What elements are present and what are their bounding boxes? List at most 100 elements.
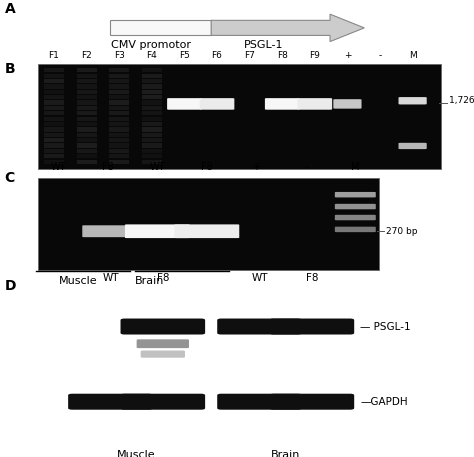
FancyBboxPatch shape (399, 143, 427, 149)
FancyBboxPatch shape (44, 85, 64, 89)
FancyBboxPatch shape (109, 117, 129, 121)
FancyBboxPatch shape (142, 122, 162, 126)
FancyBboxPatch shape (142, 159, 162, 164)
Text: Brain: Brain (271, 450, 301, 457)
FancyBboxPatch shape (44, 128, 64, 132)
FancyBboxPatch shape (109, 111, 129, 116)
FancyBboxPatch shape (77, 111, 97, 116)
FancyBboxPatch shape (44, 79, 64, 83)
FancyBboxPatch shape (270, 319, 354, 335)
FancyBboxPatch shape (120, 394, 205, 410)
Text: M: M (409, 51, 417, 60)
Text: PSGL-1: PSGL-1 (244, 40, 283, 50)
FancyBboxPatch shape (109, 101, 129, 105)
FancyBboxPatch shape (200, 98, 234, 110)
FancyBboxPatch shape (109, 138, 129, 142)
FancyBboxPatch shape (38, 178, 379, 270)
FancyBboxPatch shape (77, 159, 97, 164)
FancyBboxPatch shape (44, 149, 64, 153)
FancyBboxPatch shape (77, 143, 97, 148)
FancyBboxPatch shape (77, 85, 97, 89)
FancyBboxPatch shape (109, 149, 129, 153)
FancyBboxPatch shape (174, 224, 239, 238)
FancyBboxPatch shape (109, 90, 129, 94)
Text: CMV promotor: CMV promotor (111, 40, 191, 50)
FancyBboxPatch shape (142, 133, 162, 137)
FancyBboxPatch shape (109, 133, 129, 137)
FancyBboxPatch shape (335, 215, 376, 220)
Text: F8: F8 (277, 51, 288, 60)
Text: +: + (252, 162, 260, 172)
FancyBboxPatch shape (270, 394, 354, 410)
FancyBboxPatch shape (109, 74, 129, 78)
FancyArrow shape (110, 20, 211, 36)
Text: — PSGL-1: — PSGL-1 (360, 322, 411, 331)
Text: Brain: Brain (135, 276, 164, 287)
Text: F8: F8 (306, 273, 318, 283)
FancyBboxPatch shape (137, 339, 189, 348)
FancyBboxPatch shape (44, 138, 64, 142)
FancyBboxPatch shape (109, 128, 129, 132)
FancyBboxPatch shape (109, 79, 129, 83)
FancyBboxPatch shape (142, 85, 162, 89)
Text: Muscle: Muscle (59, 276, 98, 287)
FancyBboxPatch shape (77, 154, 97, 159)
FancyBboxPatch shape (142, 154, 162, 159)
FancyBboxPatch shape (142, 79, 162, 83)
FancyBboxPatch shape (44, 111, 64, 116)
Text: WT: WT (51, 162, 66, 172)
FancyBboxPatch shape (298, 98, 332, 110)
Text: 270 bp: 270 bp (386, 227, 418, 236)
FancyBboxPatch shape (109, 95, 129, 99)
Text: Muscle: Muscle (118, 450, 156, 457)
FancyBboxPatch shape (142, 143, 162, 148)
FancyBboxPatch shape (44, 95, 64, 99)
FancyBboxPatch shape (77, 68, 97, 72)
FancyBboxPatch shape (335, 192, 376, 197)
Text: F5: F5 (179, 51, 190, 60)
Text: WT: WT (251, 273, 268, 283)
FancyBboxPatch shape (68, 394, 153, 410)
Text: +: + (344, 51, 351, 60)
FancyBboxPatch shape (77, 128, 97, 132)
FancyBboxPatch shape (142, 106, 162, 110)
FancyBboxPatch shape (77, 149, 97, 153)
Text: F2: F2 (81, 51, 92, 60)
FancyBboxPatch shape (120, 319, 205, 335)
FancyBboxPatch shape (44, 106, 64, 110)
FancyBboxPatch shape (142, 90, 162, 94)
FancyBboxPatch shape (109, 85, 129, 89)
Text: —GAPDH: —GAPDH (360, 397, 408, 407)
FancyBboxPatch shape (109, 154, 129, 159)
Text: WT: WT (102, 273, 118, 283)
FancyBboxPatch shape (44, 159, 64, 164)
FancyBboxPatch shape (77, 101, 97, 105)
FancyBboxPatch shape (77, 90, 97, 94)
FancyBboxPatch shape (142, 138, 162, 142)
FancyBboxPatch shape (109, 68, 129, 72)
FancyBboxPatch shape (399, 97, 427, 105)
FancyBboxPatch shape (217, 319, 302, 335)
FancyBboxPatch shape (142, 74, 162, 78)
FancyBboxPatch shape (77, 106, 97, 110)
Text: WT: WT (150, 162, 165, 172)
FancyBboxPatch shape (125, 224, 190, 238)
Text: C: C (5, 171, 15, 186)
Text: F9: F9 (310, 51, 320, 60)
FancyBboxPatch shape (142, 68, 162, 72)
Text: F6: F6 (211, 51, 222, 60)
FancyArrow shape (211, 14, 364, 42)
FancyBboxPatch shape (44, 117, 64, 121)
FancyBboxPatch shape (142, 101, 162, 105)
FancyBboxPatch shape (44, 90, 64, 94)
FancyBboxPatch shape (109, 159, 129, 164)
Text: F3: F3 (114, 51, 125, 60)
Text: F4: F4 (146, 51, 157, 60)
FancyBboxPatch shape (44, 133, 64, 137)
FancyBboxPatch shape (77, 122, 97, 126)
Text: A: A (5, 2, 16, 16)
FancyBboxPatch shape (77, 79, 97, 83)
FancyBboxPatch shape (44, 74, 64, 78)
FancyBboxPatch shape (335, 204, 376, 209)
FancyBboxPatch shape (44, 154, 64, 159)
